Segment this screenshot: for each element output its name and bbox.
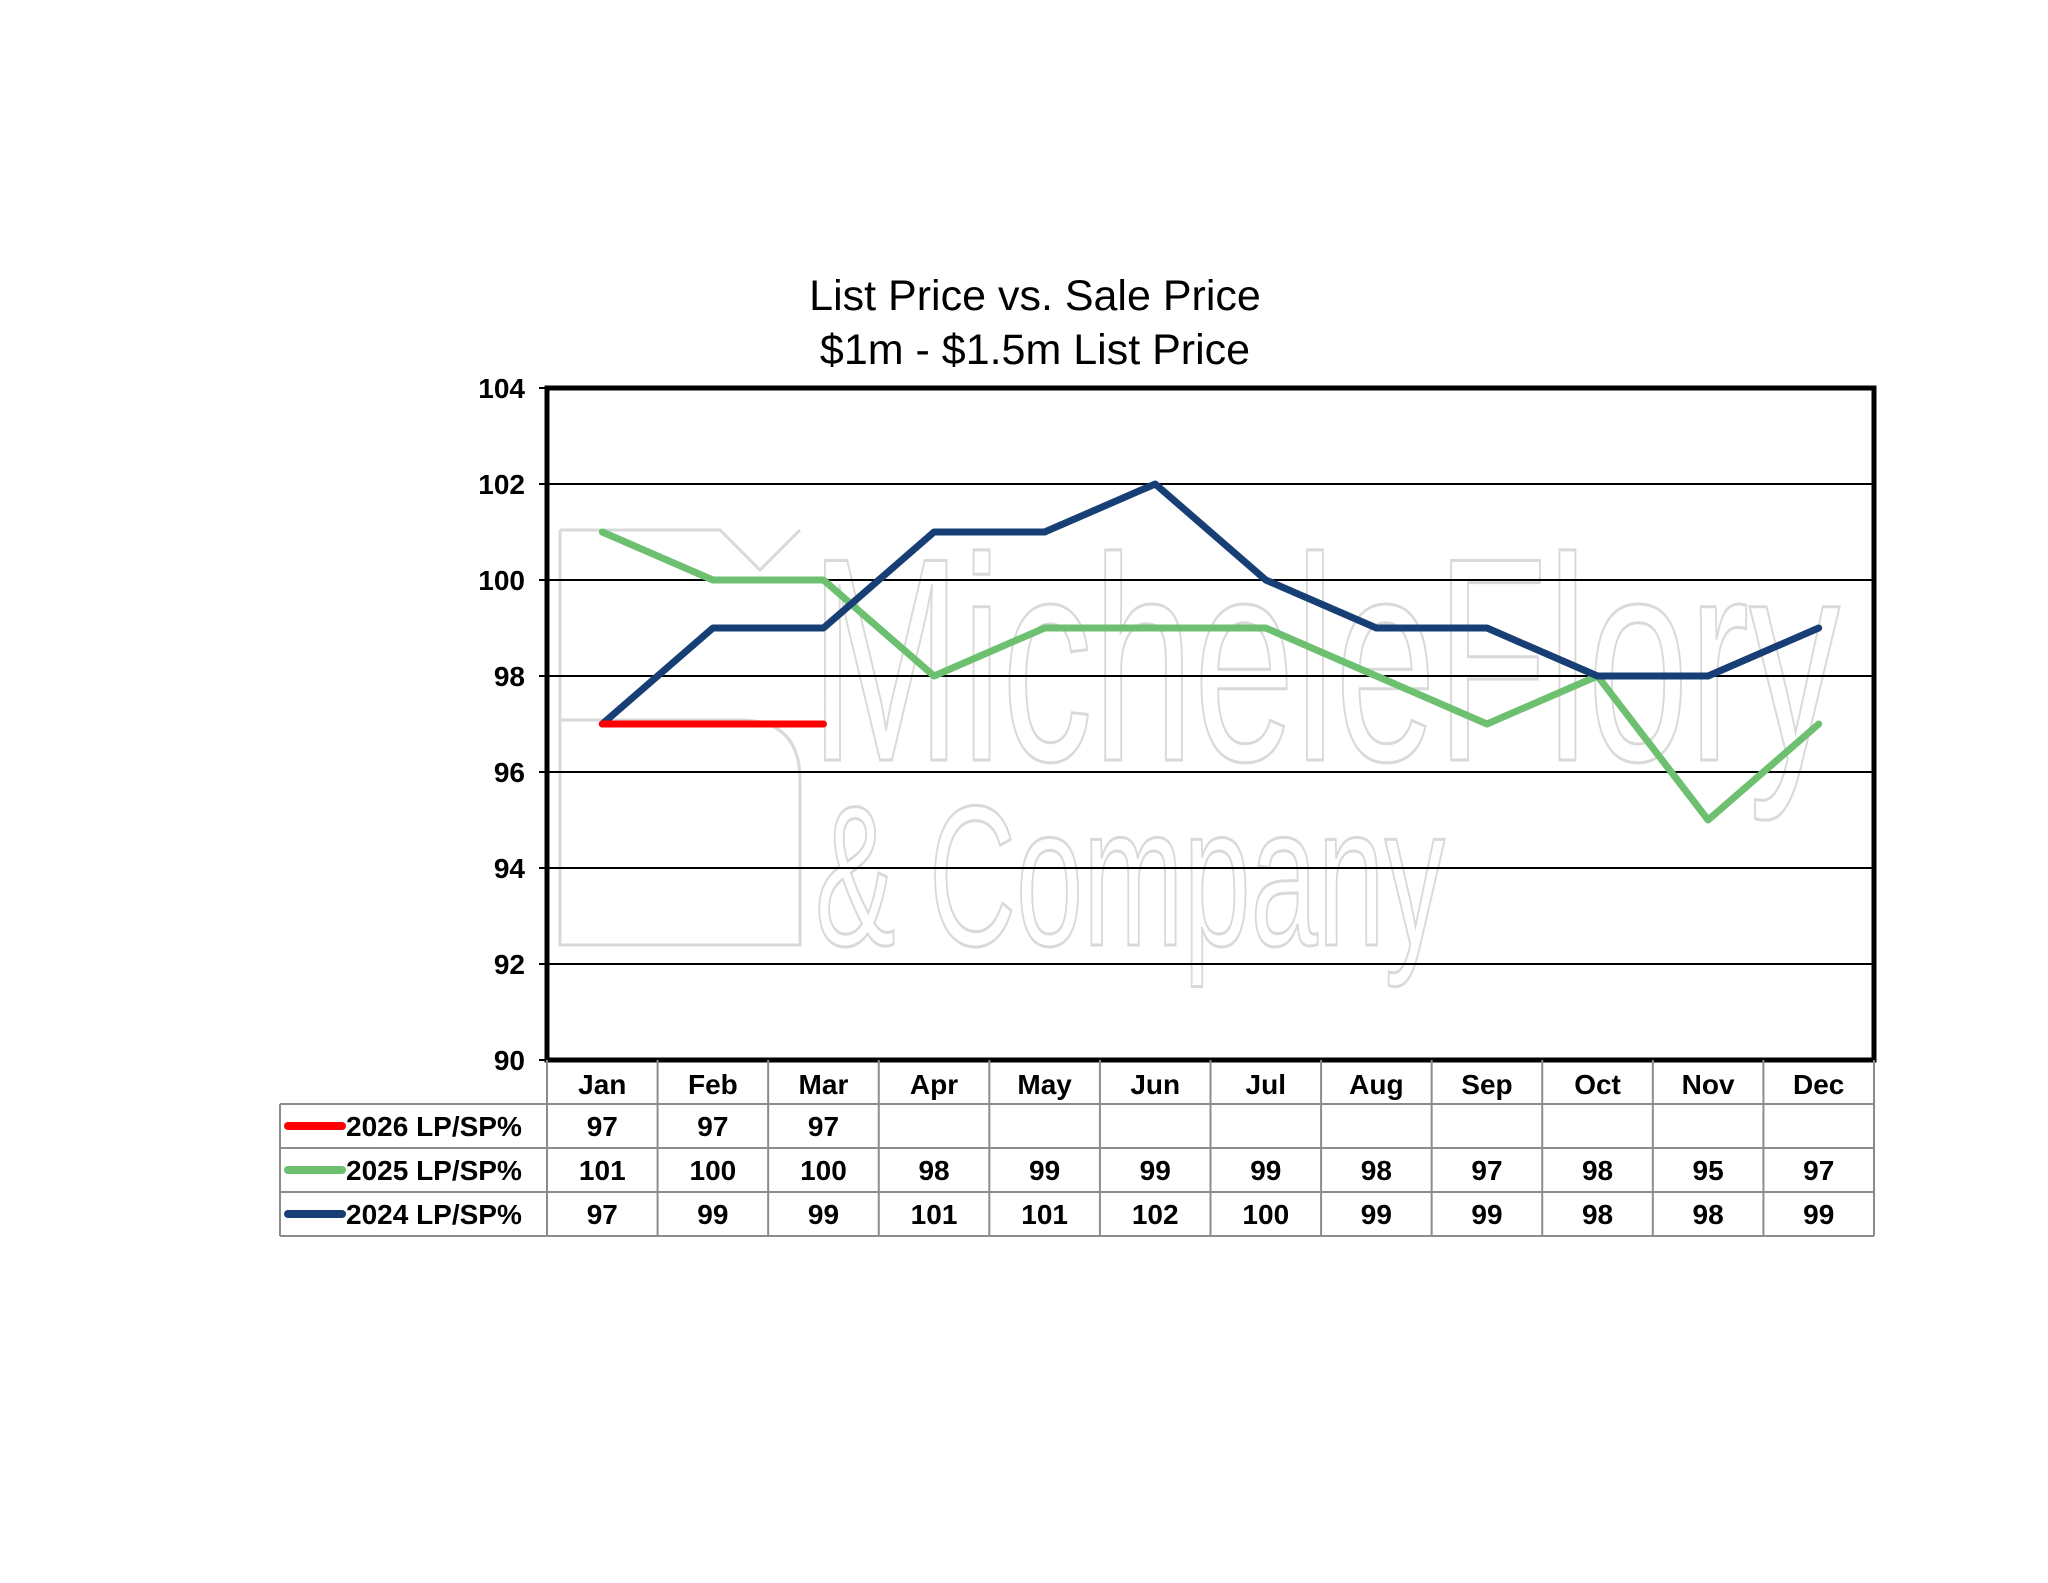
data-label: 98 (1582, 1155, 1613, 1186)
data-label: 97 (1803, 1155, 1834, 1186)
x-tick-label: Oct (1574, 1069, 1621, 1100)
data-label: 99 (1361, 1199, 1392, 1230)
data-label: 99 (1471, 1199, 1502, 1230)
data-label: 99 (1140, 1155, 1171, 1186)
data-label: 97 (587, 1111, 618, 1142)
y-tick-label: 100 (478, 565, 525, 596)
data-label: 98 (1361, 1155, 1392, 1186)
data-label: 97 (697, 1111, 728, 1142)
x-tick-label: Sep (1461, 1069, 1512, 1100)
data-label: 100 (690, 1155, 737, 1186)
data-label: 100 (1242, 1199, 1289, 1230)
data-label: 99 (1250, 1155, 1281, 1186)
series-lines (598, 480, 1823, 824)
watermark-logo: MicheleFlory & Company (558, 497, 1842, 990)
series-line-2 (598, 480, 1823, 728)
data-label: 97 (808, 1111, 839, 1142)
y-axis-ticks: 90 92 94 96 98 100 102 104 (478, 373, 547, 1076)
y-tick-label: 94 (494, 853, 526, 884)
data-label: 99 (1803, 1199, 1834, 1230)
data-label: 99 (1029, 1155, 1060, 1186)
y-tick-label: 90 (494, 1045, 525, 1076)
x-tick-label: Feb (688, 1069, 738, 1100)
x-tick-label: Mar (799, 1069, 849, 1100)
data-label: 97 (1471, 1155, 1502, 1186)
watermark-line2: & Company (815, 765, 1445, 988)
data-label: 98 (1582, 1199, 1613, 1230)
watermark-house-icon (558, 528, 802, 947)
legend-label: 2026 LP/SP% (346, 1111, 522, 1142)
data-label: 98 (918, 1155, 949, 1186)
y-tick-label: 102 (478, 469, 525, 500)
y-tick-label: 92 (494, 949, 525, 980)
x-tick-label: Jul (1246, 1069, 1286, 1100)
chart-subtitle: $1m - $1.5m List Price (820, 326, 1250, 374)
data-table: Jan Feb Mar Apr May Jun Jul Aug Sep Oct Nov Dec 2026… (279, 1060, 1875, 1237)
data-label: 95 (1693, 1155, 1724, 1186)
data-label: 97 (587, 1199, 618, 1230)
x-tick-label: Jan (578, 1069, 626, 1100)
x-tick-label: Dec (1793, 1069, 1844, 1100)
data-label: 98 (1693, 1199, 1724, 1230)
y-tick-label: 104 (478, 373, 525, 404)
data-label: 101 (579, 1155, 626, 1186)
data-label: 99 (697, 1199, 728, 1230)
chart-title: List Price vs. Sale Price (809, 272, 1261, 320)
data-label: 101 (911, 1199, 958, 1230)
y-tick-label: 96 (494, 757, 525, 788)
x-tick-label: Aug (1349, 1069, 1403, 1100)
x-tick-label: Jun (1130, 1069, 1180, 1100)
data-label: 100 (800, 1155, 847, 1186)
series-line-1 (598, 528, 1823, 824)
data-label: 101 (1021, 1199, 1068, 1230)
data-label: 99 (808, 1199, 839, 1230)
data-label: 102 (1132, 1199, 1179, 1230)
legend-label: 2024 LP/SP% (346, 1199, 522, 1230)
legend-label: 2025 LP/SP% (346, 1155, 522, 1186)
x-tick-label: Nov (1682, 1069, 1735, 1100)
x-tick-label: Apr (910, 1069, 958, 1100)
x-tick-label: May (1017, 1069, 1072, 1100)
y-tick-label: 98 (494, 661, 525, 692)
